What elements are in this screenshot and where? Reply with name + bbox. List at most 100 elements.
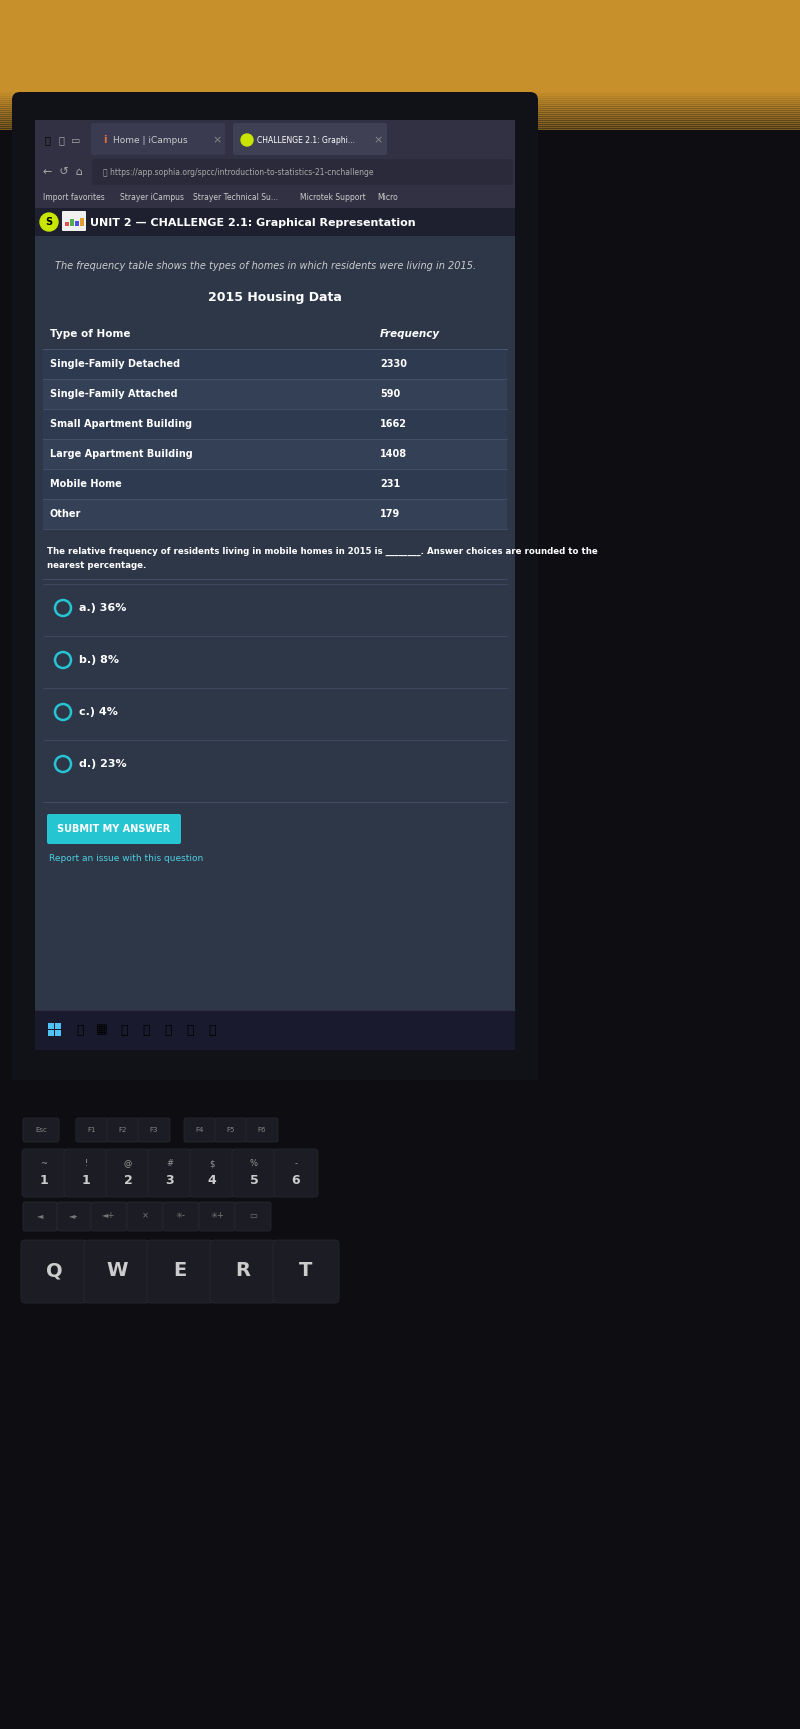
Bar	[0, 140, 800, 144]
Bar	[35, 119, 515, 157]
Text: SUBMIT MY ANSWER: SUBMIT MY ANSWER	[58, 825, 170, 833]
Text: ◄-: ◄-	[70, 1212, 78, 1221]
FancyBboxPatch shape	[215, 1119, 247, 1141]
Text: ◄: ◄	[37, 1212, 43, 1221]
FancyBboxPatch shape	[148, 1150, 192, 1196]
Text: Report an issue with this question: Report an issue with this question	[49, 854, 203, 863]
Text: Esc: Esc	[35, 1127, 47, 1132]
Text: ←  ↺  ⌂: ← ↺ ⌂	[43, 168, 83, 176]
Text: Type of Home: Type of Home	[50, 329, 130, 339]
Text: Micro: Micro	[377, 192, 398, 202]
Text: 179: 179	[380, 508, 400, 519]
Bar	[0, 118, 800, 121]
Text: Small Apartment Building: Small Apartment Building	[50, 418, 192, 429]
Bar	[0, 152, 800, 156]
FancyBboxPatch shape	[274, 1150, 318, 1196]
FancyBboxPatch shape	[138, 1119, 170, 1141]
Text: 📘: 📘	[208, 1024, 216, 1036]
Bar	[35, 119, 515, 1050]
Text: 1: 1	[82, 1174, 90, 1188]
Text: S: S	[46, 218, 53, 226]
Bar	[35, 187, 515, 207]
Bar	[55, 1030, 61, 1036]
Text: Other: Other	[50, 508, 82, 519]
Text: 🔥: 🔥	[45, 135, 51, 145]
Bar	[0, 161, 800, 163]
FancyBboxPatch shape	[21, 1240, 87, 1304]
Text: d.) 23%: d.) 23%	[79, 759, 126, 769]
Text: Strayer iCampus: Strayer iCampus	[120, 192, 184, 202]
Bar	[0, 102, 800, 105]
FancyBboxPatch shape	[163, 1202, 199, 1231]
Text: Single-Family Attached: Single-Family Attached	[50, 389, 178, 399]
Text: F6: F6	[258, 1127, 266, 1132]
Text: 1: 1	[40, 1174, 48, 1188]
Text: ⧉  ▭: ⧉ ▭	[59, 135, 80, 145]
Text: @: @	[124, 1160, 132, 1169]
FancyBboxPatch shape	[23, 1119, 59, 1141]
FancyBboxPatch shape	[91, 1202, 127, 1231]
Bar	[0, 99, 800, 100]
Text: Strayer Technical Su...: Strayer Technical Su...	[194, 192, 278, 202]
Text: 🔒 https://app.sophia.org/spcc/introduction-to-statistics-21-cnchallenge: 🔒 https://app.sophia.org/spcc/introducti…	[103, 168, 374, 176]
Text: %: %	[250, 1160, 258, 1169]
Bar	[0, 119, 800, 123]
Text: UNIT 2 — CHALLENGE 2.1: Graphical Representation: UNIT 2 — CHALLENGE 2.1: Graphical Repres…	[90, 218, 416, 228]
Bar	[0, 156, 800, 159]
Text: c.) 4%: c.) 4%	[79, 707, 118, 718]
Text: 2015 Housing Data: 2015 Housing Data	[208, 290, 342, 304]
Bar	[35, 207, 515, 235]
Text: ✳+: ✳+	[210, 1212, 224, 1221]
Text: F4: F4	[196, 1127, 204, 1132]
FancyBboxPatch shape	[84, 1240, 150, 1304]
Bar	[48, 1030, 54, 1036]
Circle shape	[241, 135, 253, 145]
Bar	[0, 126, 800, 130]
Bar	[0, 93, 800, 97]
Bar	[75, 221, 78, 226]
Text: nearest percentage.: nearest percentage.	[47, 560, 146, 571]
Bar	[0, 138, 800, 142]
Text: F2: F2	[119, 1127, 127, 1132]
FancyBboxPatch shape	[22, 1150, 66, 1196]
Bar	[0, 137, 800, 138]
Text: 🌐: 🌐	[142, 1024, 150, 1036]
Text: Microtek Support: Microtek Support	[300, 192, 366, 202]
Text: 🔵: 🔵	[186, 1024, 194, 1036]
Text: Q: Q	[46, 1262, 62, 1281]
Bar	[0, 164, 800, 168]
Text: ×: ×	[142, 1212, 149, 1221]
FancyBboxPatch shape	[92, 159, 513, 185]
Text: 1408: 1408	[380, 450, 407, 458]
Bar	[43, 469, 507, 500]
Text: ✳-: ✳-	[176, 1212, 186, 1221]
FancyBboxPatch shape	[273, 1240, 339, 1304]
Text: 1662: 1662	[380, 418, 407, 429]
Bar	[55, 1024, 61, 1029]
Text: T: T	[299, 1262, 313, 1281]
Bar	[0, 130, 800, 133]
Text: b.) 8%: b.) 8%	[79, 655, 119, 666]
Bar	[70, 220, 74, 226]
FancyBboxPatch shape	[91, 123, 225, 156]
Bar	[0, 116, 800, 119]
Text: 231: 231	[380, 479, 400, 489]
Bar	[0, 90, 800, 93]
Bar	[0, 111, 800, 112]
Bar	[0, 1081, 800, 1729]
Bar	[0, 97, 800, 99]
Bar	[0, 114, 800, 118]
FancyBboxPatch shape	[127, 1202, 163, 1231]
Bar	[0, 104, 800, 107]
FancyBboxPatch shape	[246, 1119, 278, 1141]
Text: 6: 6	[292, 1174, 300, 1188]
Text: Import favorites: Import favorites	[43, 192, 105, 202]
Text: ▭: ▭	[249, 1212, 257, 1221]
Text: F3: F3	[150, 1127, 158, 1132]
FancyBboxPatch shape	[233, 123, 387, 156]
Text: Mobile Home: Mobile Home	[50, 479, 122, 489]
Bar	[43, 439, 507, 469]
FancyBboxPatch shape	[190, 1150, 234, 1196]
Bar	[0, 150, 800, 152]
Circle shape	[40, 213, 58, 232]
